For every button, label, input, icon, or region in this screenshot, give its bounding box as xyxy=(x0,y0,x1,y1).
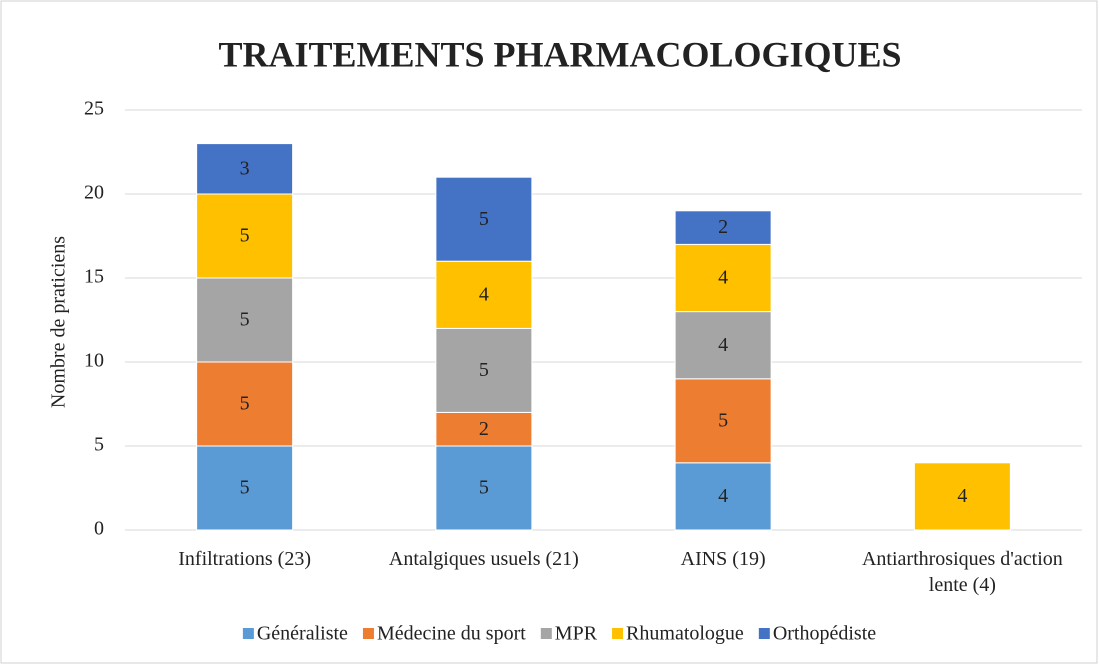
data-label: 4 xyxy=(957,485,967,507)
bar-segment xyxy=(674,210,772,245)
bar-segment xyxy=(196,193,294,279)
bar-segment xyxy=(196,361,294,447)
bar-segment xyxy=(435,176,533,262)
x-tick-label: AINS (19) xyxy=(680,548,766,570)
y-tick-label: 25 xyxy=(84,98,104,120)
bar-segment xyxy=(674,311,772,380)
chart-title: TRAITEMENTS PHARMACOLOGIQUES xyxy=(218,34,901,74)
bar-segment xyxy=(435,411,533,447)
x-tick-label: Antalgiques usuels (21) xyxy=(388,548,579,570)
x-tick-label: Antiarthrosiques d'action lente (4) xyxy=(861,548,1063,596)
bar-segment xyxy=(674,462,772,531)
legend-swatch xyxy=(758,628,770,639)
bar-segment xyxy=(435,445,533,531)
data-label: 4 xyxy=(479,283,489,305)
bar-segment xyxy=(435,260,533,329)
data-label: 3 xyxy=(240,157,250,179)
data-label: 4 xyxy=(718,267,728,289)
legend-label: Généraliste xyxy=(257,623,348,645)
data-label: 5 xyxy=(718,409,728,431)
data-label: 5 xyxy=(479,208,489,230)
data-label: 5 xyxy=(240,309,250,331)
bar-segment xyxy=(196,277,294,363)
data-label: 4 xyxy=(718,485,728,507)
legend-swatch xyxy=(362,628,374,639)
data-label: 5 xyxy=(479,359,489,381)
x-tick-label: Infiltrations (23) xyxy=(178,548,311,570)
legend-swatch xyxy=(612,628,624,639)
y-tick-label: 20 xyxy=(84,182,104,204)
legend-swatch xyxy=(242,628,254,639)
bar-segment xyxy=(435,327,533,413)
y-axis-label: Nombre de praticiens xyxy=(48,236,70,408)
y-tick-label: 5 xyxy=(94,434,104,456)
bar-segment xyxy=(196,143,294,195)
legend-swatch xyxy=(540,628,552,639)
bar-segment xyxy=(674,243,772,313)
legend-label: Médecine du sport xyxy=(377,623,526,645)
legend-label: MPR xyxy=(555,623,598,645)
bar-segment xyxy=(913,462,1011,531)
legend-label: Rhumatologue xyxy=(626,623,744,645)
data-label: 2 xyxy=(718,216,728,238)
y-tick-label: 0 xyxy=(94,518,104,540)
data-label: 5 xyxy=(240,225,250,247)
y-tick-label: 15 xyxy=(84,266,104,288)
data-label: 2 xyxy=(479,418,489,440)
data-label: 4 xyxy=(718,334,728,356)
bar-segment xyxy=(674,378,772,464)
data-label: 5 xyxy=(240,393,250,415)
data-label: 5 xyxy=(479,477,489,499)
legend-label: Orthopédiste xyxy=(773,623,876,645)
data-label: 5 xyxy=(240,477,250,499)
y-tick-label: 10 xyxy=(84,350,104,372)
